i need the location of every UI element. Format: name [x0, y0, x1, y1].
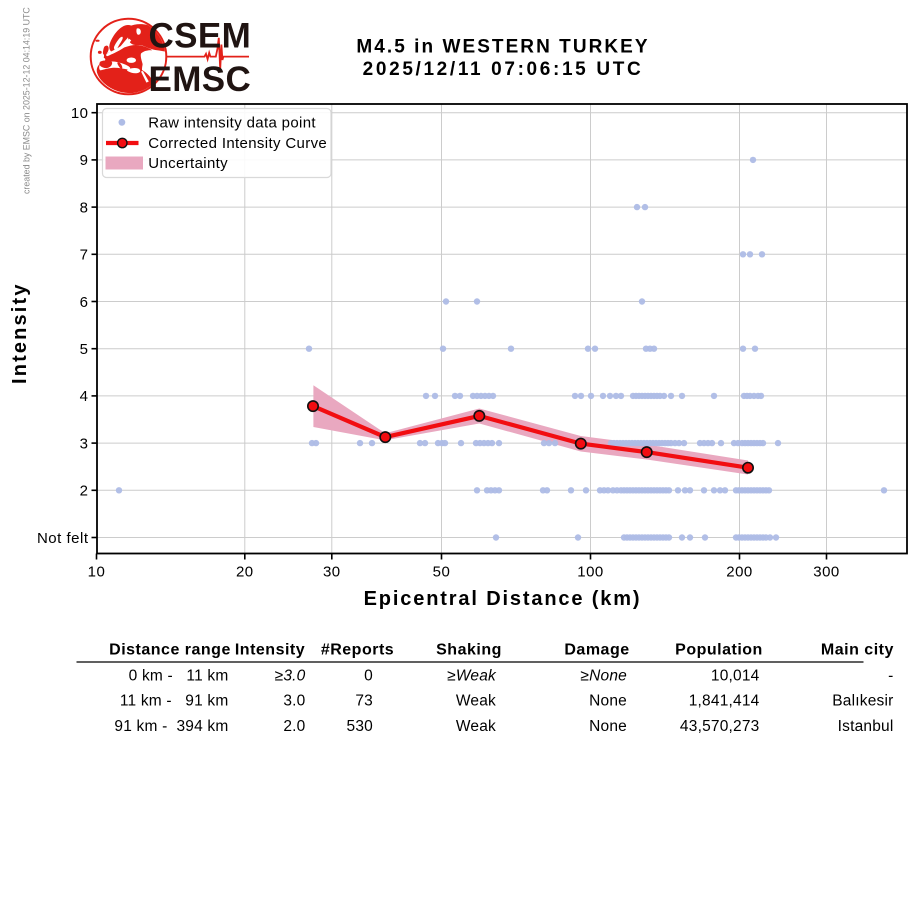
svg-text:0 km - 11 km: 0 km - 11 km	[129, 668, 229, 685]
svg-text:-: -	[888, 668, 893, 685]
svg-text:73: 73	[355, 693, 373, 710]
svg-text:Shaking: Shaking	[436, 642, 502, 659]
svg-text:None: None	[589, 718, 627, 735]
svg-text:Corrected Intensity Curve: Corrected Intensity Curve	[148, 135, 327, 152]
svg-text:4: 4	[80, 388, 89, 405]
svg-text:530: 530	[347, 718, 374, 735]
svg-text:≥None: ≥None	[580, 668, 627, 685]
svg-text:43,570,273: 43,570,273	[680, 718, 760, 735]
svg-text:Istanbul: Istanbul	[838, 718, 894, 735]
svg-text:None: None	[589, 693, 627, 710]
svg-text:1,841,414: 1,841,414	[689, 693, 760, 710]
svg-text:100: 100	[577, 564, 604, 581]
svg-text:30: 30	[323, 564, 341, 581]
svg-text:300: 300	[813, 564, 840, 581]
svg-text:10,014: 10,014	[711, 668, 760, 685]
svg-text:2: 2	[80, 483, 89, 500]
svg-text:2025/12/11 07:06:15 UTC: 2025/12/11 07:06:15 UTC	[363, 59, 644, 80]
svg-text:2.0: 2.0	[283, 718, 305, 735]
svg-text:9: 9	[80, 152, 89, 169]
svg-text:Not felt: Not felt	[37, 530, 89, 547]
svg-text:EMSC: EMSC	[149, 60, 252, 99]
svg-text:Weak: Weak	[456, 718, 496, 735]
svg-text:Intensity: Intensity	[9, 282, 31, 384]
svg-text:3: 3	[80, 435, 89, 452]
svg-text:Raw intensity data point: Raw intensity data point	[148, 115, 316, 132]
svg-text:6: 6	[80, 294, 89, 311]
svg-text:Distance range: Distance range	[109, 642, 231, 659]
svg-text:200: 200	[726, 564, 753, 581]
svg-text:Weak: Weak	[456, 693, 496, 710]
svg-text:50: 50	[433, 564, 451, 581]
svg-text:Damage: Damage	[564, 642, 629, 659]
svg-text:8: 8	[80, 199, 89, 216]
svg-text:7: 7	[80, 247, 89, 264]
svg-text:5: 5	[80, 341, 89, 358]
svg-text:10: 10	[71, 105, 89, 122]
svg-text:Balıkesir: Balıkesir	[832, 693, 893, 710]
svg-text:≥3.0: ≥3.0	[275, 668, 306, 685]
svg-text:0: 0	[364, 668, 373, 685]
svg-text:Population: Population	[675, 642, 763, 659]
svg-text:Main city: Main city	[821, 642, 894, 659]
svg-text:created by EMSC on 2025-12-12: created by EMSC on 2025-12-12 04:14:19 U…	[22, 7, 32, 194]
svg-text:#Reports: #Reports	[321, 642, 394, 659]
svg-text:≥Weak: ≥Weak	[447, 668, 497, 685]
svg-text:3.0: 3.0	[283, 693, 305, 710]
svg-text:11 km - 91 km: 11 km - 91 km	[120, 693, 229, 710]
svg-text:M4.5 in WESTERN TURKEY: M4.5 in WESTERN TURKEY	[356, 37, 649, 58]
svg-text:10: 10	[88, 564, 106, 581]
svg-text:Uncertainty: Uncertainty	[148, 155, 228, 172]
svg-text:91 km - 394 km: 91 km - 394 km	[114, 718, 228, 735]
svg-text:20: 20	[236, 564, 254, 581]
svg-text:Intensity: Intensity	[235, 642, 305, 659]
svg-text:Epicentral Distance (km): Epicentral Distance (km)	[364, 588, 642, 610]
svg-text:CSEM: CSEM	[149, 17, 252, 56]
